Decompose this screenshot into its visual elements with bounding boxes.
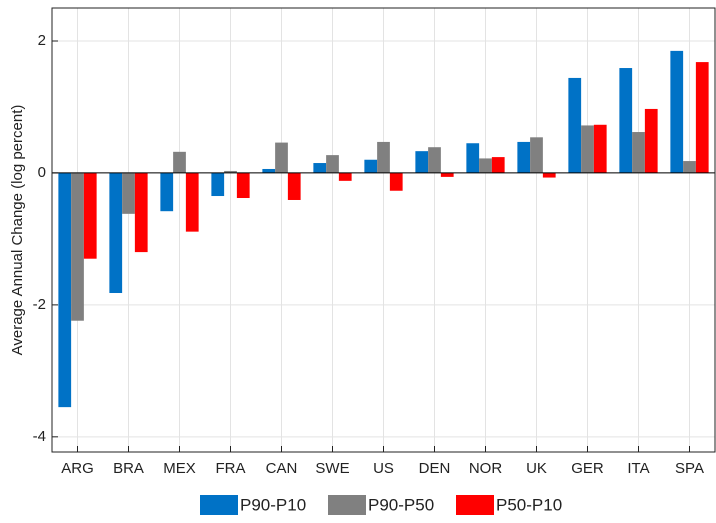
bar bbox=[313, 163, 327, 173]
legend-swatch bbox=[328, 495, 366, 515]
plot-frame bbox=[51, 7, 716, 453]
bar bbox=[185, 172, 199, 232]
x-tick-label: DEN bbox=[419, 460, 451, 477]
bar bbox=[160, 172, 174, 212]
bar bbox=[326, 155, 339, 173]
x-tick-label: SWE bbox=[315, 460, 349, 477]
y-tick-label: 2 bbox=[38, 32, 46, 49]
legend: P90-P10 P90-P50 P50-P10 bbox=[200, 495, 562, 515]
bar bbox=[134, 172, 148, 253]
bar bbox=[287, 172, 301, 200]
bar bbox=[71, 172, 84, 321]
bar bbox=[644, 108, 658, 173]
bar bbox=[428, 147, 441, 173]
legend-label: P90-P50 bbox=[368, 495, 434, 514]
x-tick-label: US bbox=[373, 460, 394, 477]
x-tick-label: BRA bbox=[113, 460, 144, 477]
bar bbox=[58, 172, 72, 408]
legend-swatch bbox=[456, 495, 494, 515]
bar bbox=[224, 170, 237, 173]
bar bbox=[173, 151, 186, 173]
bar bbox=[364, 159, 378, 173]
bar bbox=[466, 143, 480, 173]
bar bbox=[670, 50, 684, 173]
bar bbox=[275, 142, 288, 173]
bar bbox=[632, 132, 645, 173]
x-tick-label: NOR bbox=[469, 460, 503, 477]
bar bbox=[415, 151, 429, 173]
bar bbox=[338, 172, 352, 181]
y-tick-label: -4 bbox=[33, 428, 46, 445]
x-tick-label: ITA bbox=[627, 460, 649, 477]
bar bbox=[109, 172, 123, 294]
bar bbox=[377, 141, 390, 173]
bar bbox=[695, 62, 709, 173]
bar bbox=[122, 172, 135, 214]
bar bbox=[479, 158, 492, 173]
bar bbox=[619, 68, 633, 173]
legend-label: P90-P10 bbox=[240, 495, 306, 514]
bar bbox=[236, 172, 250, 199]
bar bbox=[389, 172, 403, 191]
x-tick-label: UK bbox=[526, 460, 547, 477]
bar bbox=[542, 172, 556, 178]
x-tick-label: ARG bbox=[61, 460, 94, 477]
bar bbox=[83, 172, 97, 259]
bar bbox=[491, 157, 505, 173]
x-tick-label: MEX bbox=[163, 460, 196, 477]
y-tick-label: -2 bbox=[33, 296, 46, 313]
x-tick-label: GER bbox=[571, 460, 604, 477]
bar bbox=[581, 125, 594, 173]
bar bbox=[683, 161, 696, 173]
x-tick-label: FRA bbox=[216, 460, 246, 477]
bar bbox=[517, 141, 531, 173]
x-tick-label: SPA bbox=[675, 460, 704, 477]
y-axis-label: Average Annual Change (log percent) bbox=[9, 105, 26, 356]
bar bbox=[530, 137, 543, 173]
bar bbox=[593, 124, 607, 173]
bar bbox=[440, 172, 454, 177]
legend-swatch bbox=[200, 495, 238, 515]
bar bbox=[211, 172, 225, 197]
bar bbox=[262, 168, 276, 173]
bar bbox=[568, 77, 582, 173]
x-tick-label: CAN bbox=[266, 460, 298, 477]
legend-label: P50-P10 bbox=[496, 495, 562, 514]
y-tick-label: 0 bbox=[38, 164, 46, 181]
